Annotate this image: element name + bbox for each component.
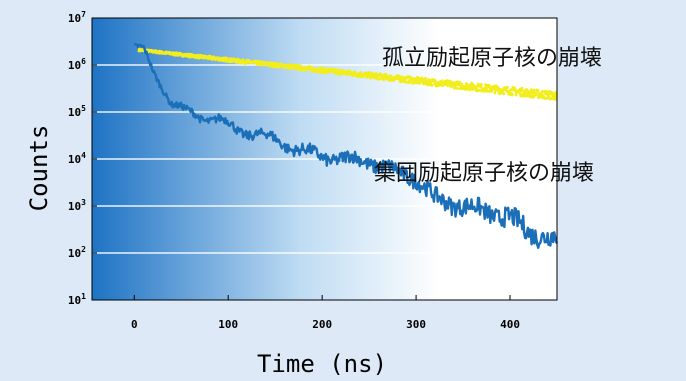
y-tick-label: 102 (68, 245, 86, 260)
data-point (359, 71, 363, 75)
data-point (479, 83, 483, 86)
x-tick-label: 400 (500, 318, 520, 331)
x-tick-label: 0 (131, 318, 138, 331)
data-point (520, 86, 524, 90)
data-point (506, 86, 510, 89)
data-point (547, 94, 551, 98)
data-point (502, 92, 506, 96)
data-line (133, 43, 559, 249)
series-layer (133, 43, 559, 249)
y-tick-label: 105 (68, 104, 86, 119)
y-tick-label: 104 (68, 151, 86, 166)
data-point (477, 88, 481, 92)
data-point (440, 79, 444, 83)
x-tick-label: 200 (312, 318, 332, 331)
annotation-collective-decay: 集団励起原子核の崩壊 (374, 161, 594, 186)
data-point (493, 91, 497, 95)
y-tick-label: 106 (68, 57, 86, 72)
data-point (420, 76, 424, 80)
data-point (225, 56, 229, 60)
data-point (455, 86, 459, 90)
data-point (338, 73, 342, 76)
data-point (485, 89, 489, 93)
data-point (463, 87, 467, 91)
data-point (553, 97, 557, 101)
data-point (430, 83, 434, 87)
x-tick-label: 100 (218, 318, 238, 331)
data-point (522, 94, 526, 98)
data-point (375, 77, 379, 81)
y-tick-label: 101 (68, 292, 86, 307)
data-point (552, 92, 556, 96)
data-point (365, 75, 369, 79)
y-tick-label: 103 (68, 198, 86, 213)
series-isolated (137, 47, 559, 101)
data-point (518, 91, 522, 95)
y-axis-title: Counts (25, 125, 53, 212)
x-tick-label: 300 (406, 318, 426, 331)
data-point (523, 91, 527, 95)
data-point (534, 92, 538, 96)
series-collective (133, 43, 559, 249)
data-point (424, 76, 428, 80)
data-point (529, 91, 533, 95)
x-axis-title: Time (ns) (257, 350, 387, 378)
data-point (479, 85, 483, 89)
data-point (336, 68, 340, 72)
data-point (510, 93, 514, 97)
data-point (525, 88, 529, 92)
data-point (520, 89, 523, 93)
y-tick-label: 107 (68, 10, 86, 25)
data-point (540, 90, 544, 94)
x-axis-ticks: 0 100 200 300 400 (131, 295, 520, 331)
data-point (446, 84, 450, 88)
data-point (197, 56, 201, 60)
data-point (542, 96, 546, 100)
annotation-isolated-decay: 孤立励起原子核の崩壊 (382, 46, 602, 71)
y-axis-ticks: 101 102 103 104 105 106 107 (68, 10, 97, 307)
data-point (299, 64, 302, 68)
data-point (378, 77, 381, 81)
data-point (536, 89, 540, 93)
